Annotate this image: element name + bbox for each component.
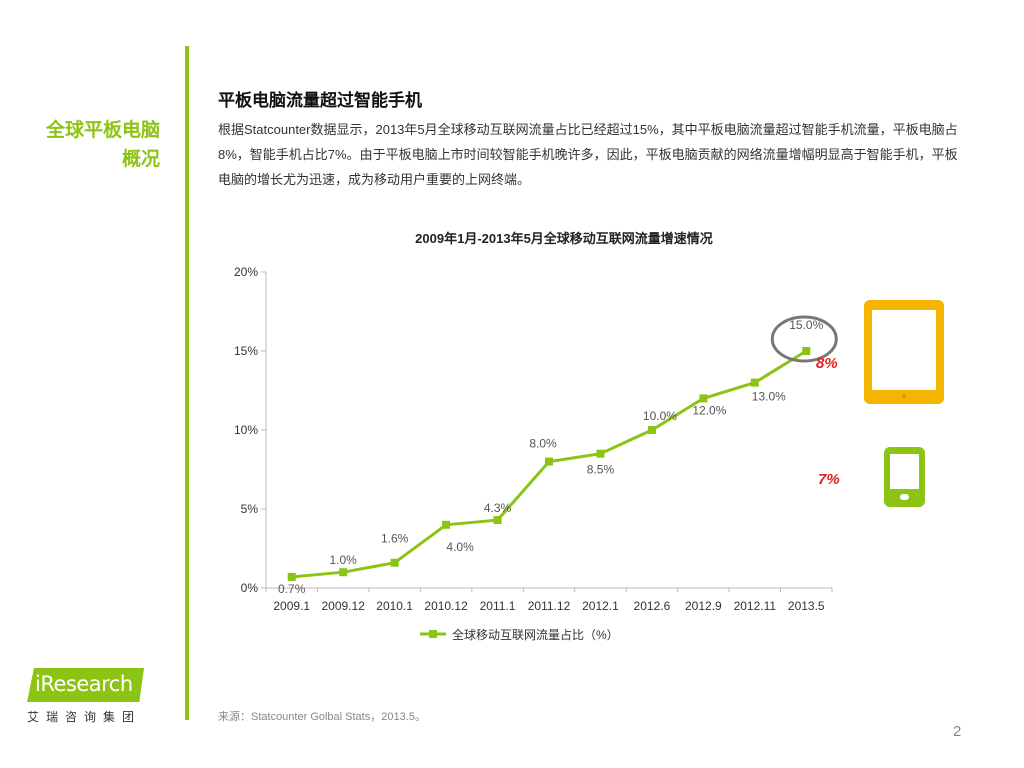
data-label: 15.0% <box>789 318 823 332</box>
legend-label: 全球移动互联网流量占比（%） <box>452 627 619 642</box>
data-label: 8.0% <box>529 437 557 451</box>
data-label: 1.0% <box>330 553 358 567</box>
x-tick-label: 2011.1 <box>480 599 516 613</box>
legend-marker <box>429 630 437 638</box>
data-point <box>287 572 296 581</box>
smartphone-icon <box>884 447 925 507</box>
logo-brand-text: iResearch <box>35 672 133 696</box>
section-title-line2: 概况 <box>121 149 160 170</box>
x-tick-label: 2009.12 <box>321 599 365 613</box>
iresearch-logo: iResearch 艾瑞咨询集团 <box>27 668 144 725</box>
chart-title: 2009年1月-2013年5月全球移动互联网流量增速情况 <box>415 231 713 246</box>
logo-subtitle: 艾瑞咨询集团 <box>27 710 142 724</box>
y-tick-label: 0% <box>241 581 259 595</box>
chart-title-wrap: 2009年1月-2013年5月全球移动互联网流量增速情况 <box>0 228 1024 247</box>
data-label: 1.6% <box>381 532 409 546</box>
x-tick-label: 2012.9 <box>685 599 722 613</box>
data-label: 13.0% <box>752 390 786 404</box>
data-point <box>545 457 553 466</box>
data-point <box>647 426 656 434</box>
page-heading: 平板电脑流量超过智能手机 <box>218 91 422 110</box>
highlight-circle <box>770 315 838 363</box>
x-tick-label: 2009.1 <box>273 599 310 613</box>
data-label: 10.0% <box>643 409 677 423</box>
x-tick-label: 2012.1 <box>582 599 619 613</box>
x-tick-label: 2010.12 <box>424 599 468 613</box>
data-point <box>390 558 399 567</box>
data-point <box>802 347 811 355</box>
data-point <box>596 449 605 458</box>
source-note: 来源：Statcounter Golbal Stats，2013.5。 <box>218 711 426 723</box>
x-tick-label: 2013.5 <box>788 599 825 613</box>
tablet-icon <box>864 300 944 404</box>
data-label: 4.3% <box>484 501 512 515</box>
x-tick-label: 2012.6 <box>634 599 671 613</box>
section-title: 全球平板电脑 概况 <box>46 116 160 174</box>
y-tick-label: 10% <box>234 423 258 437</box>
x-tick-label: 2011.12 <box>528 599 571 613</box>
y-tick-label: 20% <box>234 265 258 279</box>
phone-share-label: 7% <box>818 471 840 488</box>
data-label: 12.0% <box>692 403 726 417</box>
x-tick-label: 2012.11 <box>734 599 777 613</box>
y-tick-label: 5% <box>241 502 259 516</box>
x-tick-label: 2010.1 <box>376 599 413 613</box>
section-title-line1: 全球平板电脑 <box>45 120 160 141</box>
data-point <box>493 516 502 525</box>
y-tick-label: 15% <box>234 344 258 358</box>
data-point <box>442 520 451 529</box>
data-label: 8.5% <box>587 463 615 477</box>
data-label: 0.7% <box>278 582 306 596</box>
data-label: 4.0% <box>446 540 474 554</box>
page-number: 2 <box>953 723 962 740</box>
tablet-share-label: 8% <box>816 355 838 372</box>
data-point <box>339 568 348 577</box>
data-point <box>699 394 708 403</box>
data-point <box>750 378 759 387</box>
body-paragraph: 根据Statcounter数据显示，2013年5月全球移动互联网流量占比已经超过… <box>218 122 958 187</box>
vertical-divider <box>185 46 189 720</box>
